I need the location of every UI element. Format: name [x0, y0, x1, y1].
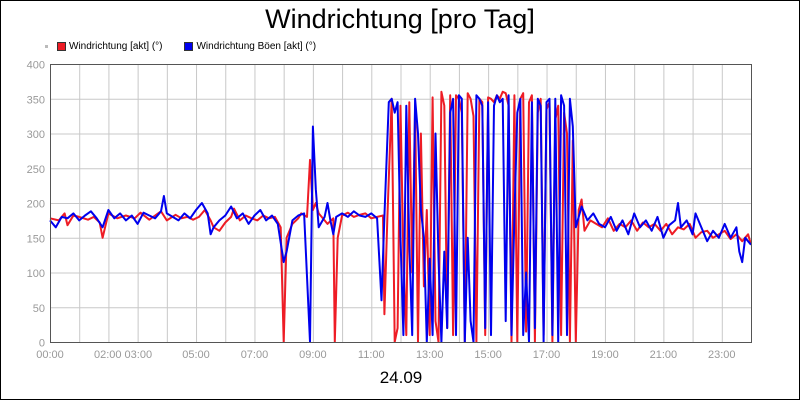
legend-swatch-series-2 — [184, 41, 194, 51]
x-tick-label: 09:00 — [299, 349, 327, 361]
y-tick-label: 250 — [27, 164, 45, 176]
x-tick-label: 23:00 — [708, 349, 736, 361]
x-tick-label: 11:00 — [358, 349, 385, 361]
y-tick-label: 0 — [39, 338, 45, 350]
x-tick-label: 05:00 — [182, 349, 210, 361]
legend: Windrichtung [akt] (°) Windrichtung Böen… — [45, 40, 338, 52]
y-tick-label: 100 — [27, 268, 45, 280]
y-tick-label: 200 — [27, 199, 45, 211]
x-tick-label: 15:00 — [474, 349, 502, 361]
x-axis-date-label: 24.09 — [379, 368, 423, 387]
x-tick-label: 21:00 — [650, 349, 678, 361]
legend-label-series-2: Windrichtung Böen [akt] (°) — [196, 40, 317, 52]
x-tick-label: 19:00 — [591, 349, 619, 361]
x-tick-label: 17:00 — [533, 349, 561, 361]
series-line-2 — [49, 94, 752, 343]
y-tick-label: 150 — [27, 233, 45, 245]
y-tick-label: 350 — [27, 94, 45, 106]
x-tick-label: 02:00 03:00 — [94, 349, 152, 361]
series-line-1 — [49, 90, 752, 343]
plot-border — [50, 64, 752, 343]
x-tick-label: 00:00 — [36, 349, 64, 361]
legend-handle-icon — [45, 44, 48, 48]
x-tick-label: 13:00 — [416, 349, 444, 361]
legend-label-series-1: Windrichtung [akt] (°) — [69, 40, 163, 52]
legend-item-series-2[interactable]: Windrichtung Böen [akt] (°) — [184, 41, 316, 52]
legend-item-series-1[interactable]: Windrichtung [akt] (°) — [57, 41, 162, 52]
chart-title: Windrichtung [pro Tag] — [265, 4, 535, 34]
legend-swatch-series-1 — [57, 41, 66, 51]
y-tick-label: 50 — [33, 303, 45, 315]
y-tick-label: 300 — [27, 129, 45, 141]
y-tick-label: 400 — [27, 60, 45, 72]
x-tick-label: 07:00 — [241, 349, 269, 361]
